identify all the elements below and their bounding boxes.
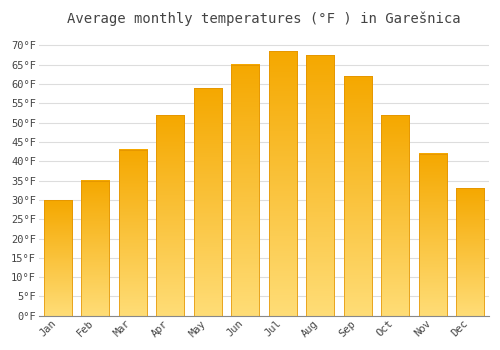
Bar xyxy=(418,154,446,316)
Bar xyxy=(456,188,484,316)
Bar xyxy=(344,76,371,316)
Bar xyxy=(381,115,409,316)
Bar xyxy=(118,150,146,316)
Bar xyxy=(156,115,184,316)
Title: Average monthly temperatures (°F ) in Garešnica: Average monthly temperatures (°F ) in Ga… xyxy=(67,11,460,26)
Bar xyxy=(81,181,109,316)
Bar xyxy=(268,51,296,316)
Bar xyxy=(306,55,334,316)
Bar xyxy=(44,200,72,316)
Bar xyxy=(231,65,259,316)
Bar xyxy=(194,88,222,316)
